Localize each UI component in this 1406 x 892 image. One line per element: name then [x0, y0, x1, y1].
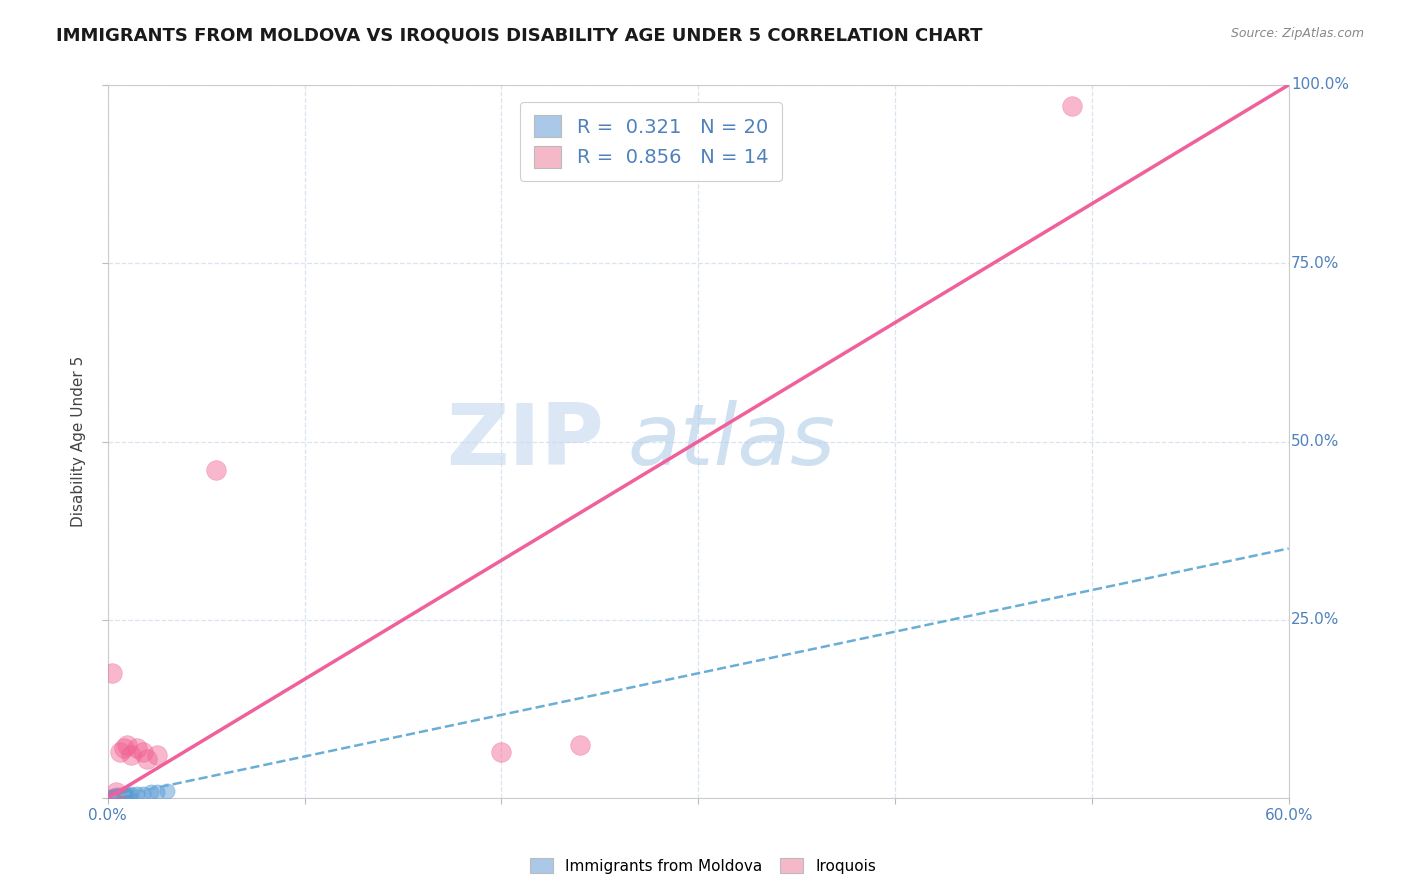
Point [117, 738, 139, 752]
Point [110, 789, 132, 803]
Text: 50.0%: 50.0% [1291, 434, 1340, 449]
Point [118, 788, 141, 802]
Point [139, 785, 162, 799]
Point [120, 788, 142, 802]
Text: 25.0%: 25.0% [1291, 612, 1340, 627]
Text: 75.0%: 75.0% [1291, 256, 1340, 270]
Point [146, 748, 169, 763]
Y-axis label: Disability Age Under 5: Disability Age Under 5 [72, 356, 86, 527]
Legend: Immigrants from Moldova, Iroquois: Immigrants from Moldova, Iroquois [523, 852, 883, 880]
Point [205, 463, 228, 477]
Point [100, 666, 122, 681]
Point [103, 789, 125, 803]
Point [112, 741, 135, 756]
Point [103, 790, 125, 805]
Point [108, 788, 131, 802]
Point [146, 784, 169, 798]
Point [120, 748, 142, 763]
Point [108, 789, 131, 804]
Text: 100.0%: 100.0% [1291, 78, 1348, 93]
Text: IMMIGRANTS FROM MOLDOVA VS IROQUOIS DISABILITY AGE UNDER 5 CORRELATION CHART: IMMIGRANTS FROM MOLDOVA VS IROQUOIS DISA… [56, 27, 983, 45]
Point [136, 752, 159, 766]
Point [491, 745, 513, 759]
Point [132, 787, 155, 801]
Point [98, 790, 121, 805]
Point [100, 789, 122, 804]
Point [104, 785, 127, 799]
Point [114, 788, 136, 802]
Point [132, 745, 155, 759]
Point [104, 789, 127, 804]
Point [569, 738, 592, 752]
Legend: R =  0.321   N = 20, R =  0.856   N = 14: R = 0.321 N = 20, R = 0.856 N = 14 [520, 102, 782, 181]
Point [1062, 99, 1084, 113]
Point [127, 787, 149, 801]
Point [127, 741, 149, 756]
Point [104, 788, 127, 802]
Text: atlas: atlas [627, 400, 835, 483]
Point [107, 789, 129, 803]
Text: ZIP: ZIP [446, 400, 603, 483]
Point [112, 788, 135, 802]
Point [108, 745, 131, 759]
Point [117, 789, 139, 803]
Point [156, 784, 179, 798]
Text: Source: ZipAtlas.com: Source: ZipAtlas.com [1230, 27, 1364, 40]
